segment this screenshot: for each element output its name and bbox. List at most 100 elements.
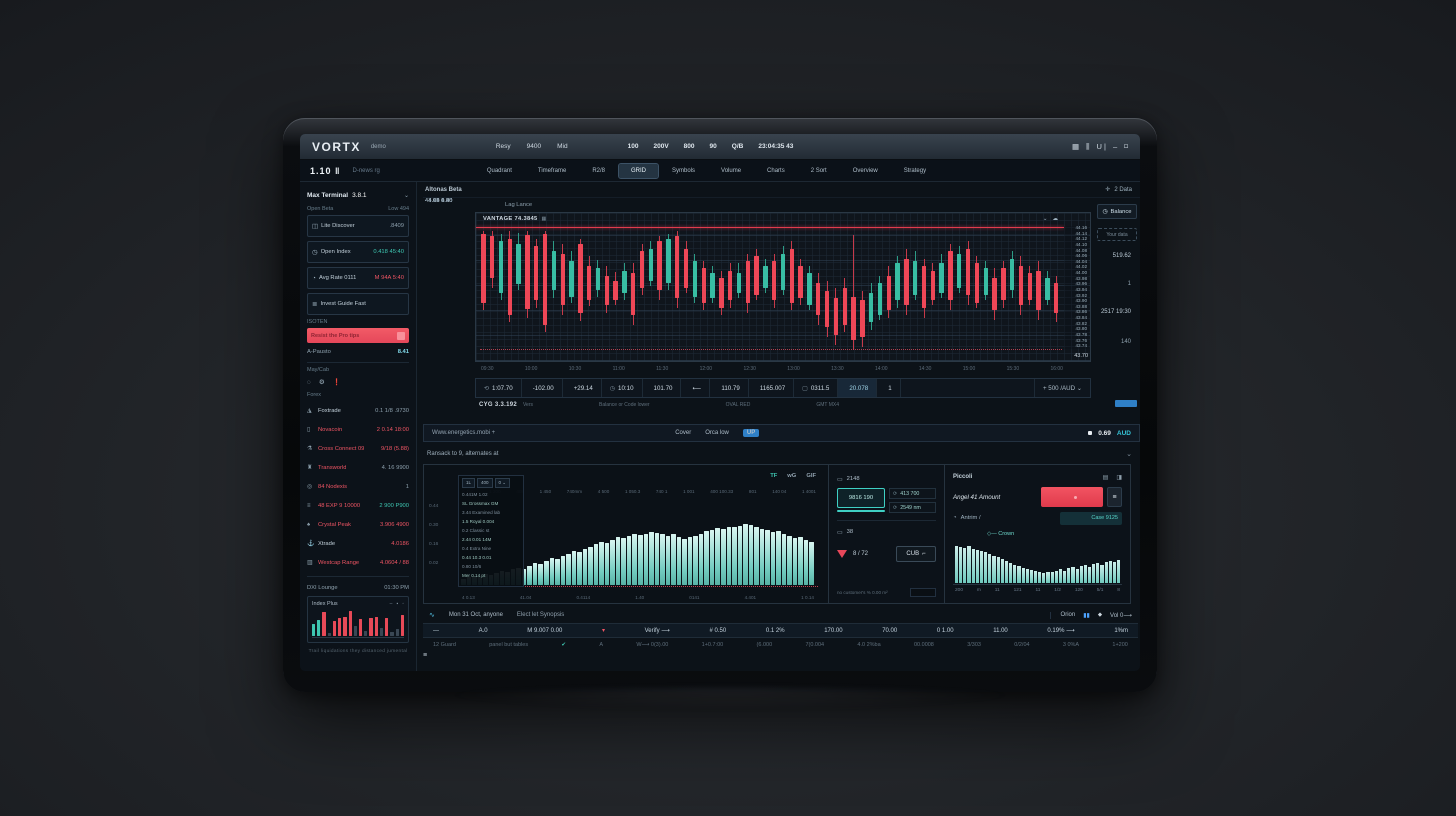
histogram-overlay-label: ◇— Crown [987, 531, 1015, 537]
tab[interactable]: Overview [852, 167, 878, 174]
candle [868, 229, 875, 352]
menu-button[interactable]: ≡ [1107, 487, 1122, 507]
candle [780, 229, 787, 352]
currency-selector[interactable]: + 500 /AUD ⌄ [1033, 379, 1090, 397]
analytics-icon[interactable]: ⚙ [318, 379, 325, 386]
quick-item[interactable]: ◫ Lite Discover .8409 [307, 215, 409, 237]
legend-row: 0.2 Classic st [462, 528, 490, 533]
stats-segment[interactable]: -102.00 [522, 379, 563, 397]
sell-button[interactable]: Resist the Pro tips [307, 328, 409, 343]
watchlist-row[interactable]: ♜ Transworld 4. 16 9900 [307, 458, 409, 477]
topbar-nav-item[interactable]: Resy [495, 143, 511, 150]
subbar-orca[interactable]: Orca low [705, 430, 729, 436]
version-caption: Balance or Code lower [599, 401, 650, 408]
tab[interactable]: Volume [721, 167, 742, 174]
watchlist-row[interactable]: ⚓ Xtrade 4.0186 [307, 534, 409, 553]
watchlist-row[interactable]: ◎ 84 Nodexis 1 [307, 477, 409, 496]
watchlist-row[interactable]: ◮ Foxtrade 0.1 1/8 .9730 [307, 401, 409, 420]
legend-overlay[interactable]: 1L 400 0 ⌄ 0.441M 1.02 SL Grossmax GM 3.44 E… [458, 475, 524, 587]
star-icon: ✛ [1105, 187, 1111, 193]
quick-item[interactable]: ◔ Avg Rate 0111 M 94A 5:40 [307, 267, 409, 289]
panel-icon[interactable]: TF [770, 473, 778, 479]
stats-segment[interactable]: 101.70 [643, 379, 682, 397]
tab[interactable]: Timeframe [537, 167, 567, 174]
legend-tab[interactable]: 0 ⌄ [494, 478, 511, 488]
price-note: D-news rg [352, 167, 380, 174]
case-button[interactable]: Case 9125 [1060, 511, 1122, 525]
panel-icon[interactable]: wG [787, 473, 797, 479]
currency-link[interactable]: AUD [1116, 429, 1131, 437]
stats-segment[interactable]: 1 [877, 379, 901, 397]
topbar-nav-item[interactable]: Mid [557, 143, 568, 150]
subbar-cover[interactable]: Cover [675, 430, 692, 436]
watchlist-row[interactable]: ≡ 48 EXP 9 10000 2 900 P900 [307, 496, 409, 515]
cub-action-button[interactable]: CUB ⌐ [896, 546, 936, 562]
order-option[interactable]: ⟳ 413 700 [889, 488, 936, 499]
segment-value: 1:07.70 [492, 384, 513, 392]
mini-chart-icon[interactable]: ▪ [396, 601, 399, 607]
chart-tool-icon[interactable]: ☁ [1052, 216, 1059, 222]
stats-segment[interactable]: +29.14 [563, 379, 602, 397]
tab[interactable]: 2 Sort [810, 167, 827, 174]
mini-chart-icon[interactable]: ◦ [402, 601, 404, 607]
sell-order-button[interactable] [1041, 487, 1103, 507]
panel-header-icon[interactable]: ◨ [1116, 474, 1122, 481]
tab[interactable]: Strategy [903, 167, 927, 174]
tab[interactable]: R2/8 [592, 167, 606, 174]
bar [348, 611, 352, 636]
panel-header-icon[interactable]: ▤ [1102, 474, 1109, 481]
mini-chart-title: Index Plus [312, 601, 338, 607]
stats-segment[interactable]: ◷ 10:10 [602, 379, 643, 397]
bar [343, 616, 347, 636]
watchlist-row[interactable]: ♠ Crystal Peak 3.906 4900 [307, 515, 409, 534]
order-option[interactable]: ⟳ 2549 nm [889, 502, 936, 513]
watchlist-row[interactable]: ⚗ Cross Connect 09 9/18 (5.88) [307, 439, 409, 458]
stats-segment[interactable]: ▢ 0311.5 [794, 379, 839, 397]
window-control-icon[interactable]: U | [1096, 142, 1106, 151]
tab[interactable]: Quadrant [486, 167, 512, 174]
symbol-icon: ◎ [307, 484, 313, 490]
stats-segment[interactable]: 20.078 [838, 379, 878, 397]
candle [718, 229, 725, 352]
tick-label: 740 1 [655, 489, 668, 494]
candlestick-chart[interactable]: VANTAGE 74.3845 ▦ ⌄ ☁ 44.16 44.14 4 [475, 212, 1091, 362]
main-header-right[interactable]: ✛ 2 Data [1105, 186, 1132, 194]
account-selector[interactable]: Max Terminal 3.8.1 ⌄ [307, 188, 409, 203]
mini-chart-icon[interactable]: – [389, 601, 393, 607]
balance-button[interactable]: ◷ Balance [1097, 204, 1137, 219]
chart-tool-icon[interactable]: ⌄ [1042, 216, 1048, 222]
subbar-left-text[interactable]: Www.energetics.mobi + [432, 430, 496, 436]
window-control-icon[interactable]: ▦ [1071, 142, 1080, 151]
quick-item-icon: ≣ [312, 301, 318, 308]
drag-handle-icon[interactable]: ≡ [423, 652, 428, 659]
watchlist-row[interactable]: ▯ Novacoin 2 0.14 18:00 [307, 420, 409, 439]
stats-segment[interactable]: ⟲ 1:07.70 [476, 379, 522, 397]
filter-funnel-icon[interactable] [837, 550, 847, 558]
tab[interactable]: GRID [618, 162, 660, 179]
window-control-icon[interactable]: – [1112, 142, 1118, 151]
tab[interactable]: Symbols [672, 167, 696, 174]
scroll-pill[interactable] [1115, 400, 1137, 407]
quick-item[interactable]: ≣ Invest Guide Fast [307, 293, 409, 315]
legend-tab[interactable]: 400 [477, 478, 493, 488]
analytics-icon[interactable]: ◌ [307, 378, 311, 386]
window-control-icon[interactable]: ⌑ [1124, 142, 1128, 151]
panel-icon[interactable]: GIF [806, 473, 816, 479]
legend-tab[interactable]: 1L [462, 478, 476, 488]
alerts-dropzone[interactable]: Your data [1097, 228, 1137, 241]
tab[interactable]: Charts [767, 167, 785, 174]
quick-item-label: Open Index [320, 249, 351, 255]
depth-axis-label: 5/1 [1096, 588, 1104, 593]
primary-amount-button[interactable]: 9816 190 [837, 488, 885, 508]
window-control-icon[interactable]: ⫼ [1086, 141, 1090, 151]
stats-segment[interactable]: 1165.007 [749, 379, 795, 397]
candle [639, 229, 646, 352]
topbar-nav-item[interactable]: 9400 [526, 143, 542, 150]
watchlist-row[interactable]: ▥ Westcap Range 4.0604 / 88 [307, 553, 409, 572]
chevron-down-icon[interactable]: ⌄ [1126, 451, 1132, 458]
stats-segment[interactable]: ⟵ [681, 379, 711, 397]
analytics-icon[interactable]: ❗ [332, 379, 341, 386]
quick-item[interactable]: ◷ Open Index 0.418 45:40 [307, 241, 409, 263]
stats-segment[interactable]: 110.79 [710, 379, 749, 397]
logo-subtitle: demo [370, 143, 386, 150]
